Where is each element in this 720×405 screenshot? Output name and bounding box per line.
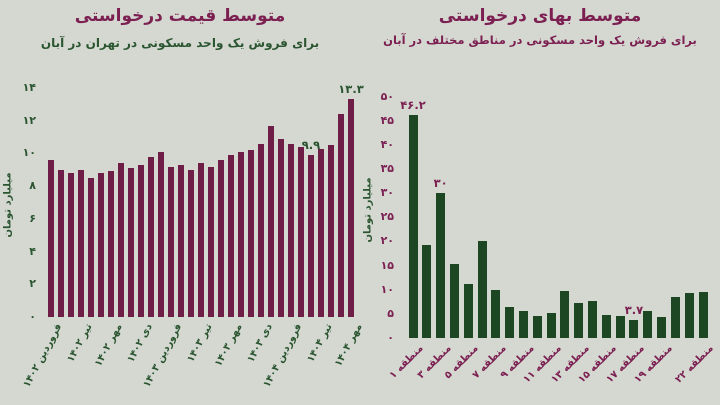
bar bbox=[98, 173, 104, 317]
bar bbox=[278, 138, 284, 317]
bar bbox=[574, 303, 584, 338]
bar bbox=[118, 163, 124, 317]
asking-price-districts-chart: متوسط بهای درخواستی برای فروش یک واحد مس… bbox=[360, 0, 720, 405]
bar bbox=[188, 169, 194, 317]
bar bbox=[615, 316, 625, 338]
bar bbox=[601, 314, 611, 338]
bar bbox=[168, 166, 174, 317]
bar bbox=[348, 99, 354, 317]
bar bbox=[463, 283, 473, 338]
bar bbox=[138, 164, 144, 317]
y-tick-label: ۵ bbox=[387, 306, 394, 320]
y-tick-label: ۱۵ bbox=[380, 258, 394, 272]
y-tick-label: ۱۴ bbox=[22, 81, 36, 94]
bar bbox=[670, 297, 680, 338]
bar bbox=[643, 311, 653, 338]
bar bbox=[68, 173, 74, 317]
plot-area: ۰ ۵ ۱۰ ۱۵ ۲۰ ۲۵ ۳۰ ۳۵ ۴۰ ۴۵ ۵۰ منطقه ۱ منطقه ۳ منطقه … bbox=[360, 0, 720, 405]
bar bbox=[88, 177, 94, 317]
y-tick-label: ۰ bbox=[387, 331, 394, 344]
bar bbox=[58, 169, 64, 317]
bar bbox=[228, 155, 234, 317]
y-tick-label: ۳۵ bbox=[380, 162, 394, 176]
chart-title: متوسط قیمت درخواستی bbox=[74, 6, 286, 26]
y-tick-label: ۶ bbox=[29, 211, 36, 225]
y-tick-label: ۰ bbox=[29, 310, 36, 323]
y-tick-label: ۴۰ bbox=[380, 137, 394, 151]
y-tick-label: ۲۰ bbox=[380, 234, 394, 248]
bar bbox=[248, 150, 254, 317]
y-tick-label: ۱۲ bbox=[22, 113, 36, 127]
bar bbox=[546, 312, 556, 338]
y-tick-label: ۵۰ bbox=[380, 89, 394, 103]
y-tick-label: ۱۰ bbox=[22, 146, 36, 160]
bar bbox=[288, 143, 294, 317]
bar bbox=[198, 163, 204, 317]
chart-title: متوسط بهای درخواستی bbox=[438, 6, 642, 26]
bar bbox=[657, 317, 667, 338]
bar bbox=[268, 125, 274, 317]
bar bbox=[422, 244, 432, 338]
bar bbox=[505, 306, 515, 338]
bar bbox=[477, 240, 487, 338]
asking-price-tehran-chart: متوسط قیمت درخواستی برای فروش یک واحد مس… bbox=[3, 6, 365, 389]
bar bbox=[408, 115, 418, 338]
bar bbox=[78, 169, 84, 317]
y-tick-label: ۲۵ bbox=[380, 210, 394, 224]
bar bbox=[108, 171, 114, 317]
bar bbox=[518, 310, 528, 338]
bar bbox=[684, 293, 694, 338]
y-tick-label: ۲ bbox=[29, 277, 36, 291]
y-tick-label: ۱۰ bbox=[380, 282, 394, 296]
bar bbox=[178, 164, 184, 317]
bar bbox=[148, 156, 154, 317]
bar bbox=[532, 315, 542, 338]
bar bbox=[491, 289, 501, 338]
bar bbox=[328, 145, 334, 317]
bar bbox=[238, 151, 244, 317]
bar bbox=[218, 159, 224, 317]
y-tick-label: ۴۵ bbox=[380, 113, 394, 127]
bar bbox=[588, 300, 598, 338]
bar bbox=[560, 290, 570, 338]
bar bbox=[298, 146, 304, 317]
bar bbox=[629, 320, 639, 338]
y-tick-label: ۳۰ bbox=[380, 186, 394, 200]
bar bbox=[128, 168, 134, 317]
bar bbox=[258, 143, 264, 317]
y-tick-label: ۴ bbox=[29, 244, 36, 258]
bar bbox=[698, 291, 708, 338]
bar bbox=[338, 114, 344, 317]
plot-area: ۰ ۲ ۴ ۶ ۸ ۱۰ ۱۲ ۱۴ فروردین ۱۴۰۲ تیر ۱۴۰۲ مهر ۱۴۰۲ د… bbox=[22, 81, 365, 389]
bar bbox=[308, 155, 314, 317]
bar bbox=[449, 264, 459, 338]
bar bbox=[208, 166, 214, 317]
bar bbox=[48, 159, 54, 317]
bar bbox=[158, 151, 164, 317]
chart-subtitle: برای فروش یک واحد مسکونی در مناطق مختلف … bbox=[383, 33, 697, 47]
y-tick-label: ۸ bbox=[29, 179, 36, 193]
bar bbox=[436, 193, 446, 338]
bar bbox=[318, 148, 324, 317]
chart-subtitle: برای فروش یک واحد مسکونی در تهران در آبا… bbox=[40, 36, 320, 50]
